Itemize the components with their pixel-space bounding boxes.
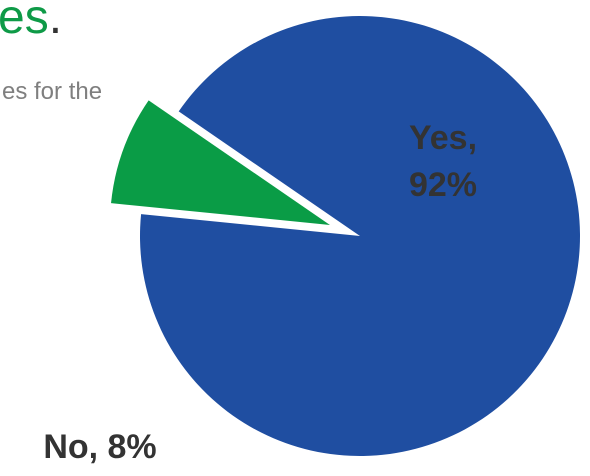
page-title-punctuation: .: [48, 0, 63, 44]
pie-slice-yes: [139, 16, 580, 457]
slice-label-yes-value: 92%: [409, 166, 477, 204]
slice-label-no: No, 8%: [43, 428, 156, 466]
page-subtitle: es for the: [2, 78, 103, 105]
slice-label-yes-name: Yes,: [409, 119, 477, 157]
page-title: es.: [0, 0, 62, 42]
pie-slice-no: [111, 100, 330, 226]
page-title-text: es: [0, 0, 49, 44]
